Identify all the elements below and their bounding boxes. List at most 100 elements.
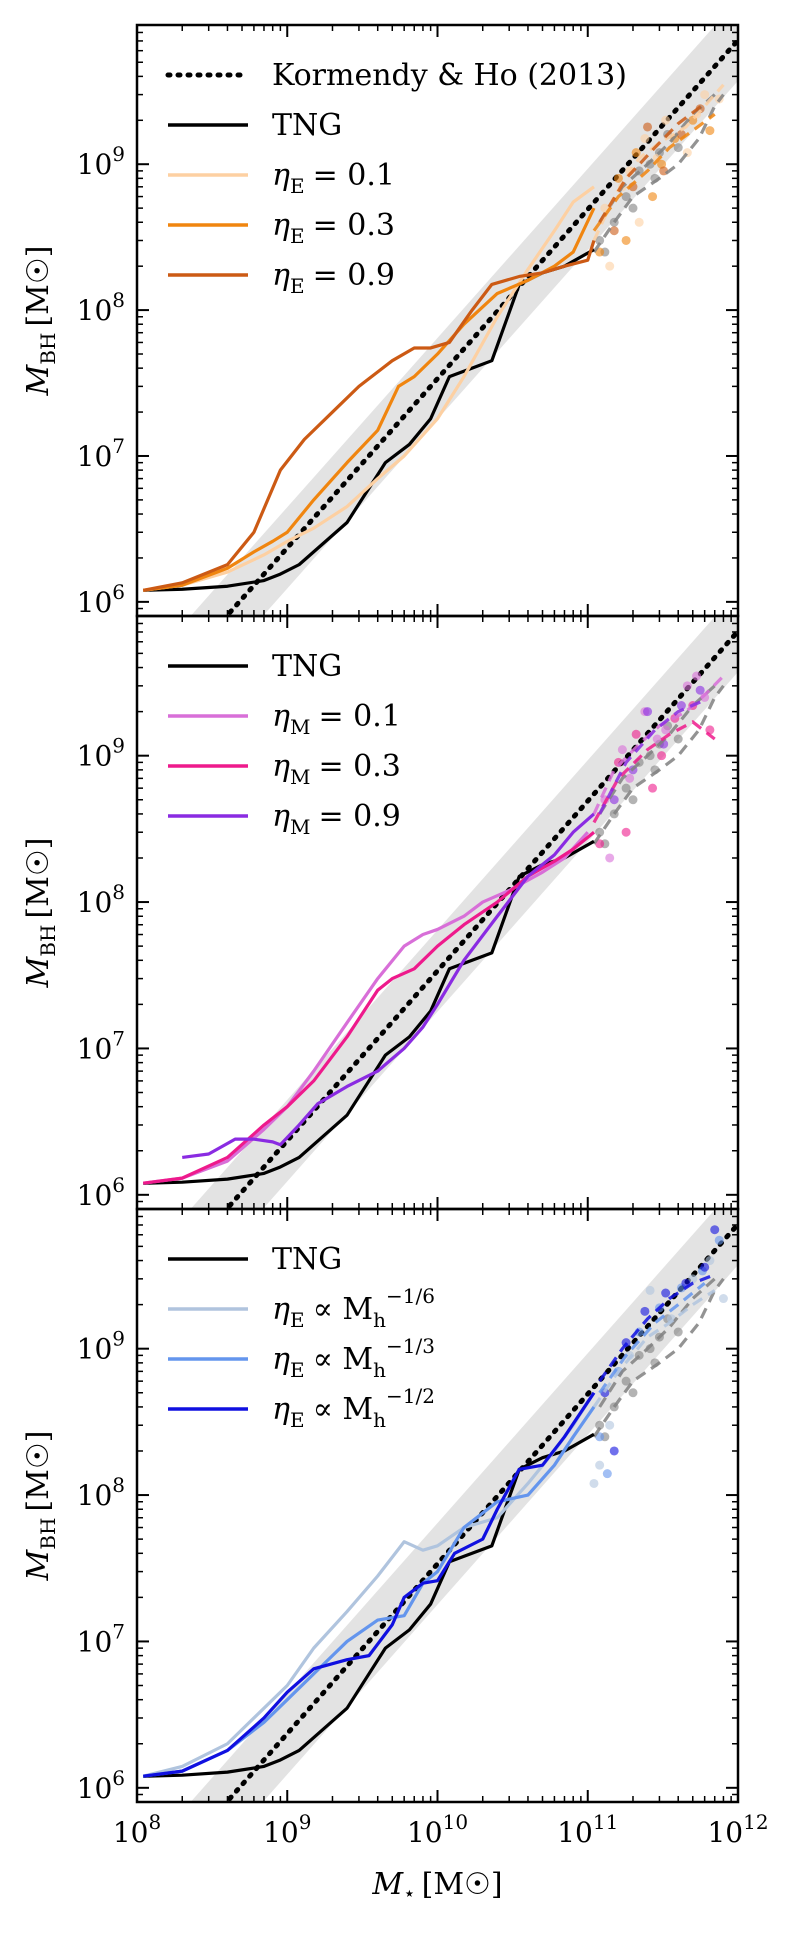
scatter-point <box>621 235 631 245</box>
x-tick-label: 109 <box>263 1810 311 1849</box>
scatter-point <box>595 1460 605 1470</box>
scatter-point <box>710 1225 720 1235</box>
scatter-point <box>648 783 658 793</box>
scatter-point <box>617 745 627 755</box>
legend-entry: ηM = 0.1 <box>168 699 401 739</box>
scatter-point <box>628 795 638 805</box>
dashed-series-line <box>592 674 725 815</box>
legend-label: TNG <box>272 1242 342 1277</box>
legend-entry: ηE = 0.9 <box>168 258 395 298</box>
scatter-point <box>718 1294 728 1304</box>
scatter-point <box>705 1256 715 1266</box>
scatter-point <box>661 115 671 125</box>
legend-label: ηE = 0.3 <box>272 208 395 248</box>
dashed-series-line <box>592 1277 725 1438</box>
series-line <box>143 1391 596 1778</box>
y-tick-label: 109 <box>77 734 125 773</box>
series-line <box>143 1432 595 1778</box>
scatter-point <box>682 681 692 691</box>
scatter-point <box>688 1274 698 1284</box>
legend-entry: ηE ∝ Mh−1/6 <box>168 1284 435 1332</box>
plot-area <box>143 616 738 1209</box>
kormendy-ho-scatter-band <box>190 1209 738 1802</box>
legend-entry: ηE ∝ Mh−1/3 <box>168 1334 435 1382</box>
legend-label: ηM = 0.9 <box>272 799 401 839</box>
scatter-point <box>631 729 641 739</box>
dashed-series-line <box>598 698 706 815</box>
scatter-point <box>640 1306 650 1316</box>
panel-bottom: 106 107 108 109 MBH[M☉] 108 109 1010 1011 1012 M⋆[… <box>21 1207 769 1905</box>
scatter-point <box>657 751 667 761</box>
series-line <box>182 812 596 1160</box>
panel-middle: 106 107 108 109 MBH[M☉] TNG ηM = 0.1 ηM = 0.3 ηM = … <box>21 614 740 1212</box>
scatter-point <box>613 173 623 183</box>
x-tick-label: 1012 <box>707 1810 768 1849</box>
scatter-point <box>621 192 631 202</box>
legend-label: ηE ∝ Mh−1/3 <box>272 1334 435 1382</box>
legend-entry: TNG <box>168 1242 342 1277</box>
scatter-point <box>640 134 650 144</box>
y-tick-label: 108 <box>77 288 125 327</box>
scatter-point <box>605 1420 615 1430</box>
y-tick-label: 107 <box>77 1619 125 1658</box>
plot-area <box>142 25 738 616</box>
scatter-point <box>595 827 605 837</box>
series-line <box>142 240 596 592</box>
legend-entry: ηE = 0.3 <box>168 208 395 248</box>
scatter-point <box>625 773 635 783</box>
kormendy-ho-relation-line <box>223 1221 738 1802</box>
scatter-point <box>714 1235 724 1245</box>
legend-label: TNG <box>272 108 342 143</box>
legend-label: ηM = 0.3 <box>272 749 401 789</box>
y-tick-label: 109 <box>77 142 125 181</box>
scatter-point <box>605 261 615 271</box>
series-line <box>143 185 595 592</box>
legend-label: ηM = 0.1 <box>272 699 401 739</box>
scatter-point <box>652 734 662 744</box>
legend-label: ηE ∝ Mh−1/6 <box>272 1284 435 1332</box>
y-axis-label: MBH[M☉] <box>21 246 60 397</box>
dashed-series-line <box>592 112 716 232</box>
dashed-series-line <box>592 1289 716 1408</box>
scatter-point <box>648 192 658 202</box>
plot-area <box>142 1209 738 1802</box>
scatter-point <box>589 1478 599 1488</box>
y-axis-label: MBH[M☉] <box>21 838 60 989</box>
legend-label: TNG <box>272 649 342 684</box>
dashed-series-line <box>592 93 725 253</box>
scatter-point <box>595 235 605 245</box>
legend-entry: TNG <box>168 108 342 143</box>
y-tick-label: 108 <box>77 880 125 919</box>
legend-label: ηE = 0.1 <box>272 158 395 198</box>
kormendy-ho-relation-line <box>223 628 738 1209</box>
y-tick-label: 106 <box>77 580 125 619</box>
series-line <box>142 1391 596 1778</box>
y-tick-label: 106 <box>77 1766 125 1805</box>
legend-entry: ηM = 0.9 <box>168 799 401 839</box>
scatter-point <box>628 203 638 213</box>
dashed-series-line <box>598 1281 706 1394</box>
y-axis-label: MBH[M☉] <box>21 1431 60 1582</box>
dashed-series-line <box>592 720 716 824</box>
scatter-point <box>609 1446 619 1456</box>
scatter-point <box>705 126 715 136</box>
legend-entry: ηE = 0.1 <box>168 158 395 198</box>
legend-label: ηE = 0.9 <box>272 258 395 298</box>
y-tick-label: 107 <box>77 1026 125 1065</box>
scatter-point <box>602 1469 612 1479</box>
series-line <box>143 207 596 592</box>
scatter-point <box>631 148 641 158</box>
x-tick-label: 108 <box>113 1810 161 1849</box>
scatter-point <box>621 827 631 837</box>
x-tick-label: 1010 <box>407 1810 468 1849</box>
scatter-point <box>673 143 683 153</box>
y-tick-label: 107 <box>77 434 125 473</box>
scatter-point <box>621 1376 631 1386</box>
dashed-series-line <box>598 1277 716 1408</box>
scatter-point <box>673 734 683 744</box>
scatter-point <box>621 783 631 793</box>
scatter-point <box>661 1288 671 1298</box>
legend-label: ηE ∝ Mh−1/2 <box>272 1384 435 1432</box>
series-line <box>143 830 595 1185</box>
